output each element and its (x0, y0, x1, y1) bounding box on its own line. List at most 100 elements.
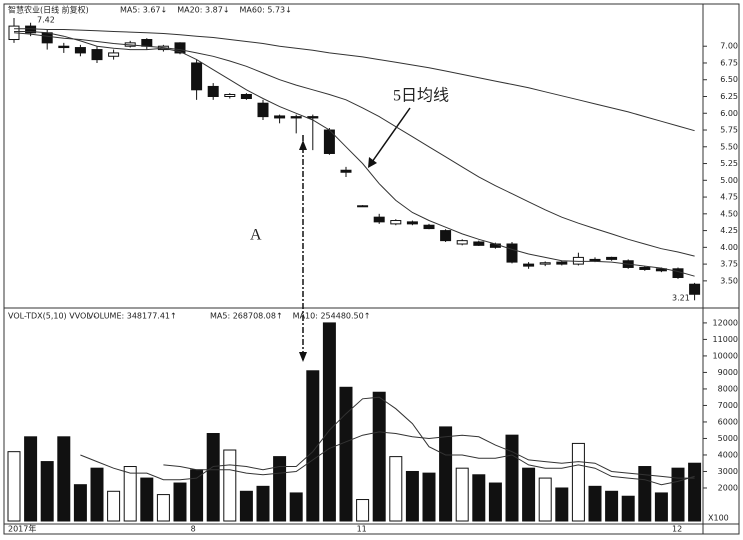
ma-line (14, 31, 695, 277)
volume-bar (522, 467, 536, 522)
candle-body (473, 241, 485, 246)
volume-bar (40, 461, 54, 522)
candle-body (672, 268, 684, 279)
volume-bar (206, 433, 220, 522)
y-tick-label: 3.75 (720, 260, 738, 269)
volume-bar (24, 436, 38, 522)
volume-bar (588, 485, 602, 522)
y-tick-label: 11000 (713, 335, 738, 344)
volume-bar (472, 474, 486, 522)
volume-title: VOL-TDX(5,10) VVOL - (8, 312, 96, 321)
y-tick-label: 9000 (718, 368, 738, 377)
x-tick-label: 12 (672, 525, 682, 534)
candle-body (539, 262, 551, 265)
y-tick-label: 6.75 (720, 58, 738, 67)
volume-bar (405, 470, 419, 522)
volume-bar (605, 490, 619, 522)
candle-body (357, 205, 369, 208)
volume-bar (57, 436, 71, 522)
candle-body (639, 266, 651, 270)
candle-body (240, 93, 252, 100)
candle-body (606, 256, 618, 260)
y-tick-label: 8000 (718, 384, 738, 393)
candle-body (440, 230, 452, 242)
volume-bar (339, 386, 353, 522)
volume-bar (107, 490, 121, 522)
volume-bar (140, 477, 154, 522)
x-tick-label: 11 (357, 525, 367, 534)
y-tick-label: 3000 (718, 467, 738, 476)
y-tick-label: 6000 (718, 417, 738, 426)
arrow-head (368, 157, 377, 168)
ma-line (163, 431, 695, 479)
y-tick-label: 10000 (713, 351, 738, 360)
ma-line (14, 28, 695, 132)
volume-bar (239, 490, 253, 522)
y-tick-label: 5000 (718, 434, 738, 443)
legend-entry: MA20: 3.87↓ (177, 6, 229, 15)
candle-body (456, 240, 468, 245)
volume-bar (156, 494, 170, 522)
y-tick-label: 4.75 (720, 193, 738, 202)
volume-bar (654, 492, 668, 522)
y-tick-label: 5.00 (720, 176, 738, 185)
volume-bar (538, 477, 552, 522)
volume-bar (505, 434, 519, 522)
candle-body (340, 169, 352, 173)
candle-body (523, 263, 535, 267)
y-tick-label: 7000 (718, 401, 738, 410)
y-tick-label: 2000 (718, 483, 738, 492)
candle-body (41, 32, 53, 44)
ma-line (80, 396, 695, 486)
volume-bar (256, 485, 270, 522)
chart-title: 智慧农业(日线 前复权) (8, 5, 89, 15)
candle-body (74, 47, 86, 54)
legend-entry: MA10: 254480.50↑ (293, 312, 371, 321)
volume-bar (671, 467, 685, 522)
volume-bar (223, 449, 237, 522)
candle-body (58, 45, 70, 49)
volume-bar (7, 451, 21, 522)
candle-body (373, 216, 385, 223)
y-tick-label: 4.00 (720, 243, 738, 252)
annotation: A (250, 227, 262, 244)
volume-bar (173, 482, 187, 522)
volume-label: VOLUME: 348177.41↑ (88, 312, 177, 321)
y-tick-label: 4.50 (720, 209, 738, 218)
annotation: 5日均线 (393, 87, 449, 105)
candle-body (655, 268, 667, 272)
y-tick-label: 5.50 (720, 142, 738, 151)
annotation-arrow (371, 107, 411, 163)
ma-line (13, 32, 695, 257)
candle-body (224, 93, 236, 97)
volume-bar (389, 456, 403, 522)
candle-body (141, 39, 153, 47)
frame (3, 3, 740, 535)
volume-bar (289, 492, 303, 522)
legend-entry: MA60: 5.73↓ (240, 6, 292, 15)
volume-bar (455, 467, 469, 522)
candle-body (91, 49, 103, 61)
volume-bar (372, 391, 386, 522)
volume-bar (488, 482, 502, 522)
candle-body (257, 102, 269, 118)
x-tick-label: 2017年 (8, 524, 36, 534)
candle-body (207, 85, 219, 97)
legend-entry: MA5: 268708.08↑ (210, 312, 283, 321)
volume-bar (123, 466, 137, 522)
candle-body (191, 62, 203, 91)
y-tick-label: 4000 (718, 450, 738, 459)
y-tick-label: 5.75 (720, 126, 738, 135)
candle-body (423, 224, 435, 230)
y-tick-label: 7.00 (720, 42, 738, 51)
volume-bar (571, 442, 585, 522)
y-tick-label: 4.25 (720, 226, 738, 235)
volume-bar (356, 499, 370, 522)
volume-bar (306, 370, 320, 522)
candle-body (572, 256, 584, 265)
volume-bar (322, 322, 336, 522)
candle-body (390, 220, 402, 225)
unit-label: X100 (708, 514, 729, 523)
